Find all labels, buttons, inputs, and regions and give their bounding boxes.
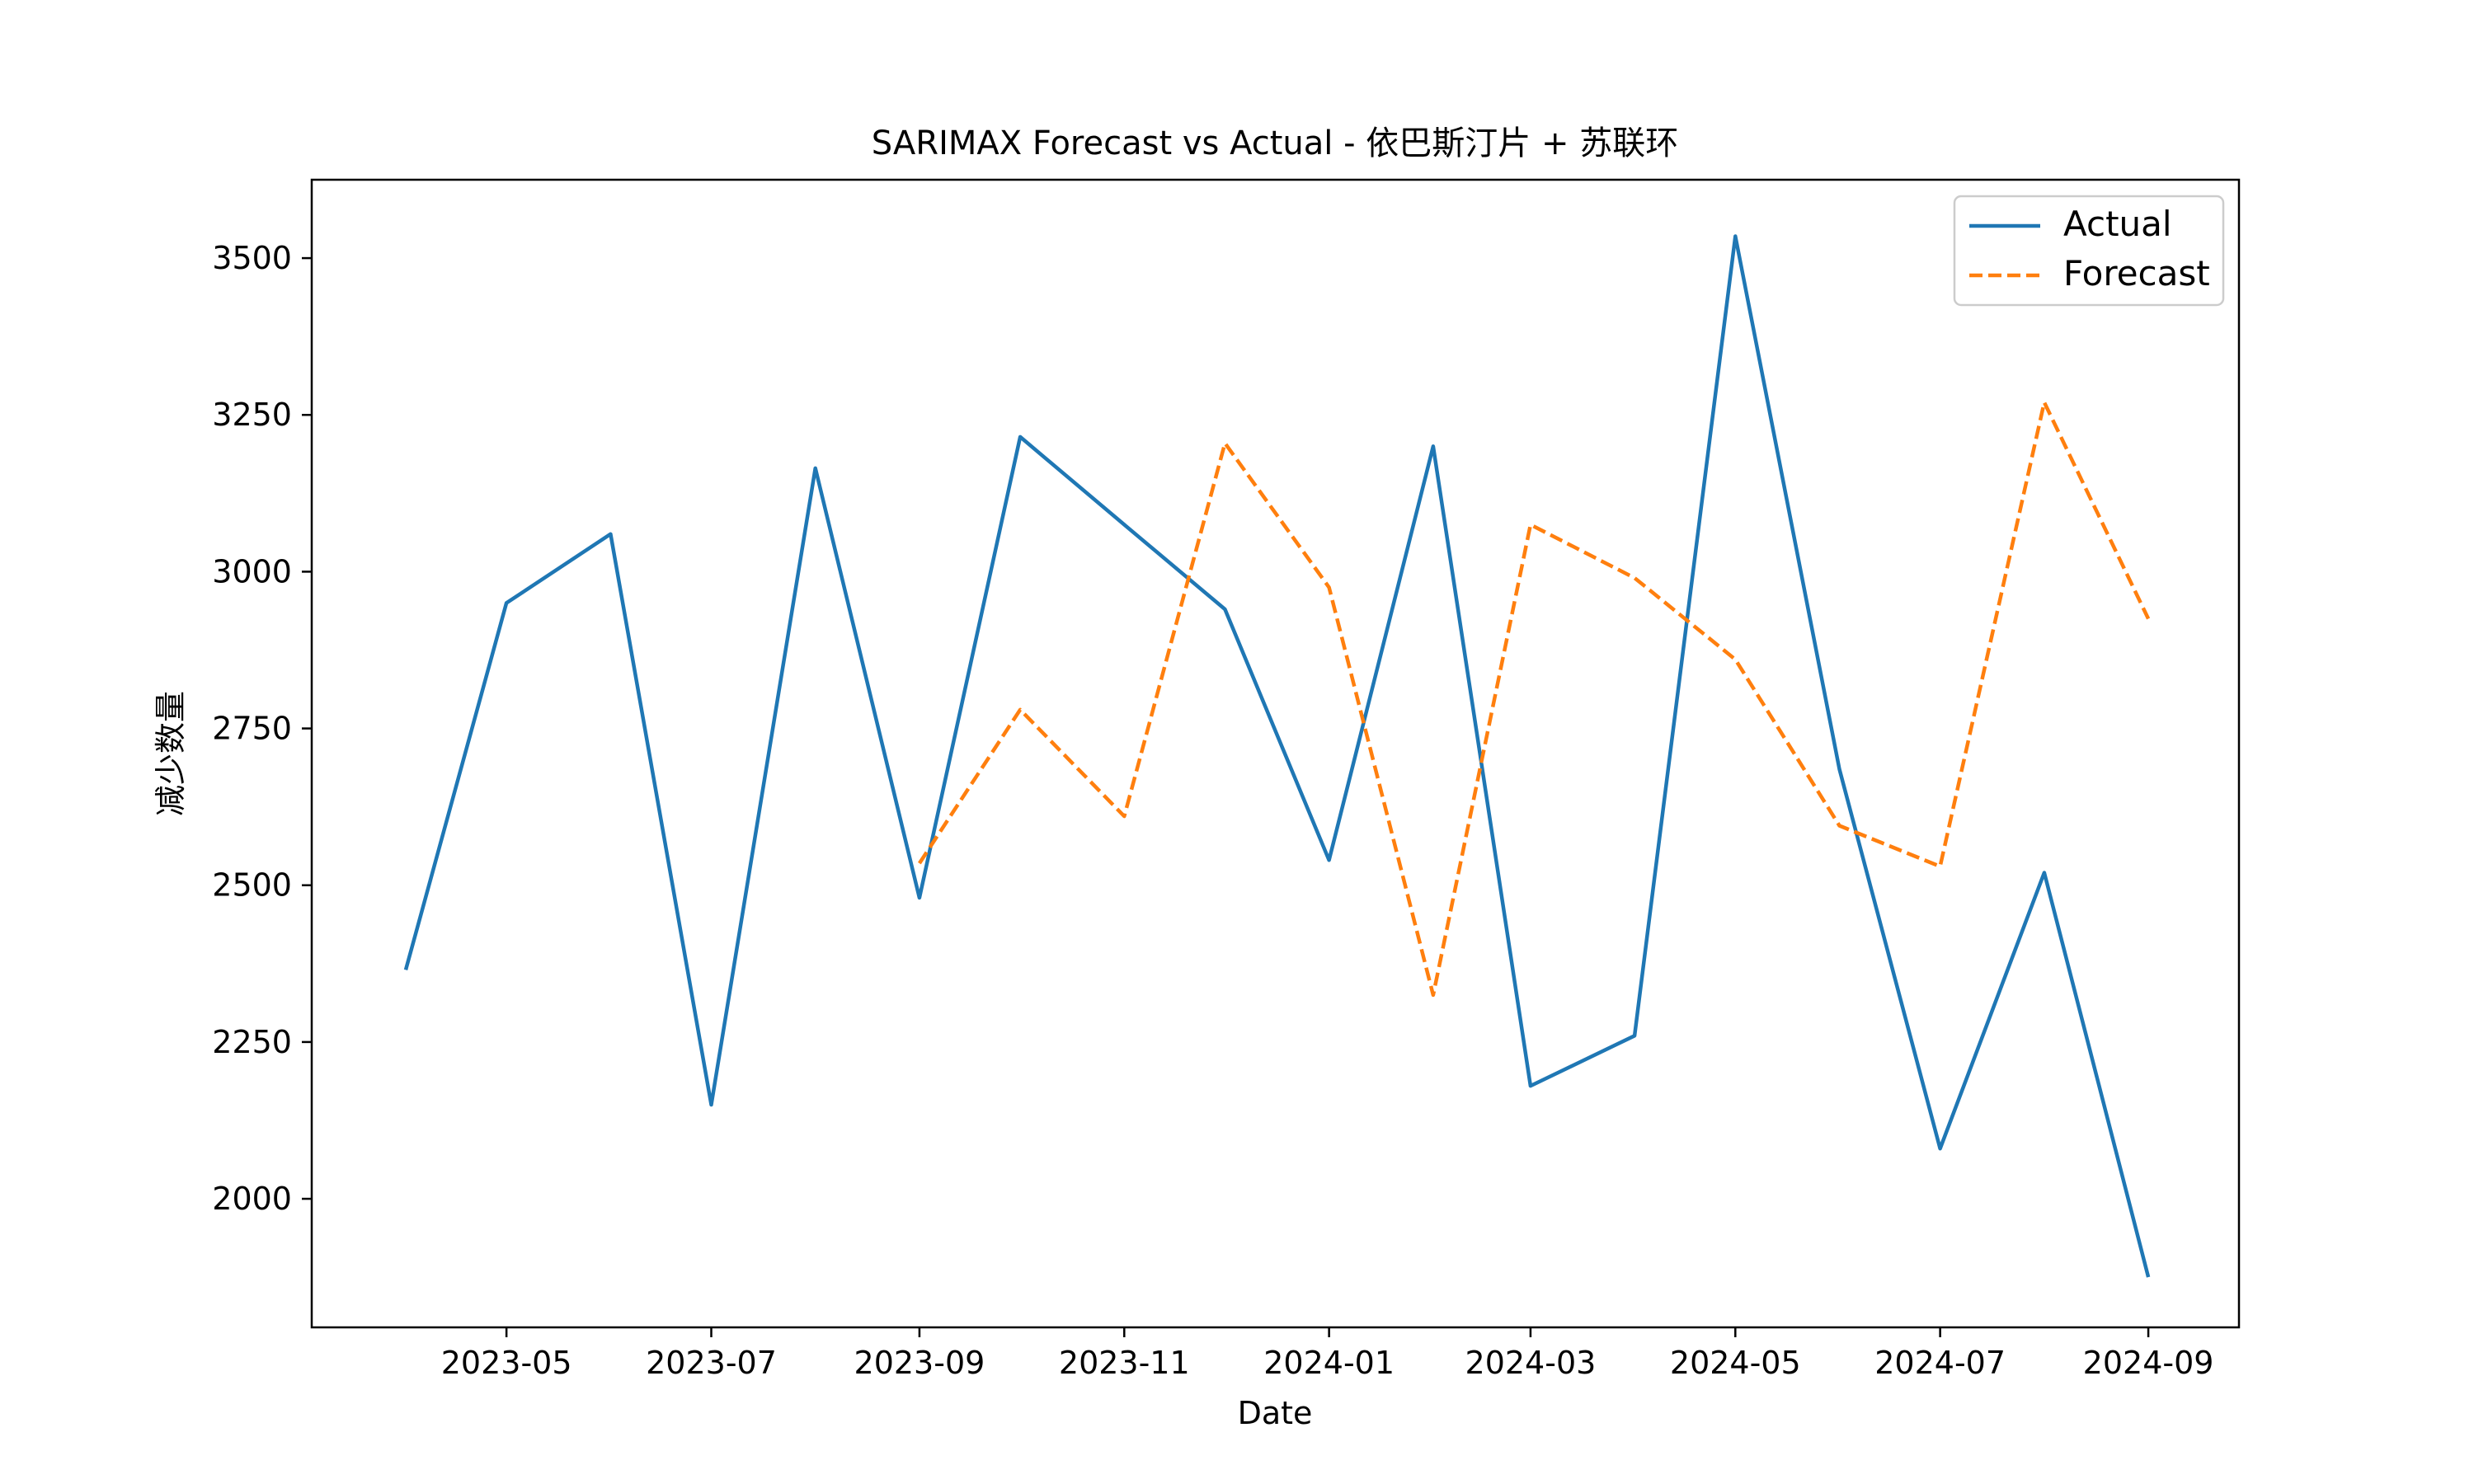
- x-tick-label: 2023-05: [441, 1345, 572, 1381]
- legend: Actual Forecast: [1953, 195, 2225, 307]
- y-tick-label: 2000: [212, 1181, 292, 1217]
- y-tick-label: 2250: [212, 1024, 292, 1060]
- x-tick-label: 2024-05: [1670, 1345, 1801, 1381]
- x-tick-label: 2024-03: [1465, 1345, 1597, 1381]
- y-tick-label: 2750: [212, 711, 292, 747]
- x-tick-label: 2024-09: [2083, 1345, 2214, 1381]
- x-axis-label: Date: [1238, 1395, 1313, 1431]
- y-tick-label: 3250: [212, 397, 292, 433]
- y-tick-label: 2500: [212, 867, 292, 904]
- x-tick-label: 2024-01: [1263, 1345, 1395, 1381]
- y-axis-ticks: 2000 2250 2500 2750 3000 3250 3500: [212, 240, 312, 1217]
- x-tick-label: 2023-11: [1059, 1345, 1190, 1381]
- legend-forecast-label: Forecast: [2063, 253, 2210, 294]
- y-axis-label: 减少数量: [153, 691, 189, 816]
- x-tick-label: 2023-07: [646, 1345, 777, 1381]
- series-layer: [403, 234, 2151, 1278]
- x-axis-ticks: 2023-05 2023-07 2023-09 2023-11 2024-01 2024-…: [441, 1327, 2214, 1381]
- y-tick-label: 3500: [212, 240, 292, 276]
- plot-frame: [310, 178, 2241, 1329]
- chart-title: SARIMAX Forecast vs Actual - 依巴斯汀片 + 苏联环: [872, 124, 1678, 162]
- legend-box: [1953, 195, 2225, 307]
- x-tick-label: 2024-07: [1874, 1345, 2006, 1381]
- x-tick-label: 2023-09: [854, 1345, 985, 1381]
- legend-actual-label: Actual: [2063, 204, 2172, 244]
- y-tick-label: 3000: [212, 553, 292, 589]
